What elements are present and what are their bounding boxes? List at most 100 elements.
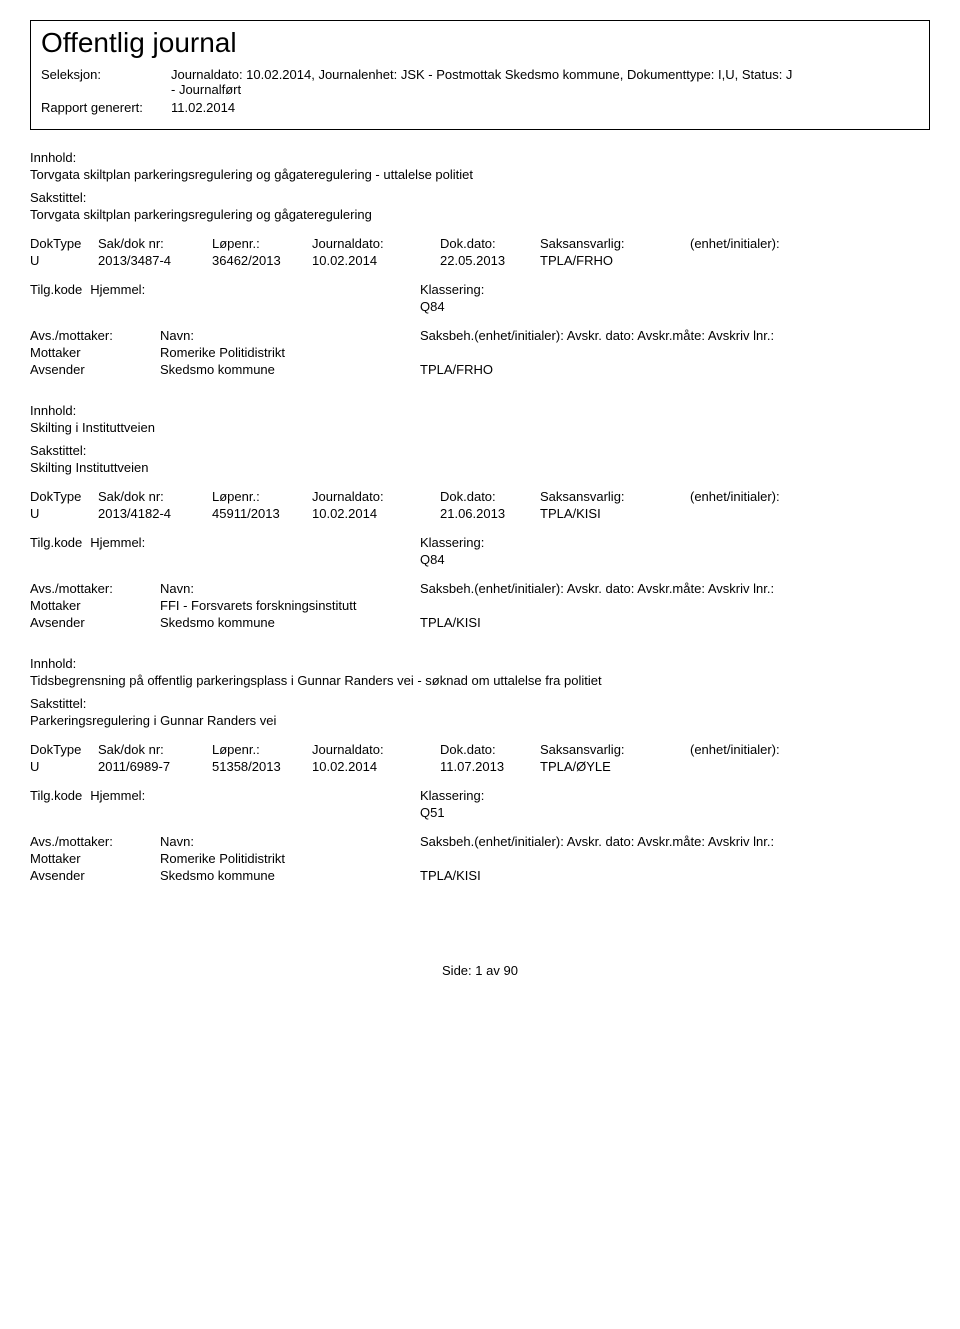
avsender-label: Avsender <box>30 615 160 630</box>
klassering-row: Q51 <box>30 805 930 820</box>
val-journaldato: 10.02.2014 <box>312 759 440 774</box>
parts-head: Avs./mottaker: Navn: Saksbeh.(enhet/init… <box>30 328 930 343</box>
hdr-navn: Navn: <box>160 834 420 849</box>
mottaker-extra <box>420 345 930 360</box>
page-total: 90 <box>504 963 518 978</box>
rapport-label: Rapport generert: <box>41 100 171 115</box>
hdr-journaldato: Journaldato: <box>312 489 440 504</box>
mottaker-name: Romerike Politidistrikt <box>160 851 420 866</box>
parts-block: Avs./mottaker: Navn: Saksbeh.(enhet/init… <box>30 328 930 377</box>
val-sakdoknr: 2013/3487-4 <box>98 253 212 268</box>
mottaker-name: Romerike Politidistrikt <box>160 345 420 360</box>
mottaker-label: Mottaker <box>30 598 160 613</box>
hjemmel-label: Hjemmel: <box>90 282 145 297</box>
hdr-enhet: (enhet/initialer): <box>690 489 930 504</box>
avsender-name: Skedsmo kommune <box>160 615 420 630</box>
val-sakdoknr: 2011/6989-7 <box>98 759 212 774</box>
hdr-saksansvarlig: Saksansvarlig: <box>540 236 690 251</box>
val-lopenr: 36462/2013 <box>212 253 312 268</box>
tilgkode-label: Tilg.kode <box>30 535 82 550</box>
parts-head: Avs./mottaker: Navn: Saksbeh.(enhet/init… <box>30 834 930 849</box>
dokrow-headers: DokType Sak/dok nr: Løpenr.: Journaldato… <box>30 236 930 251</box>
header-box: Offentlig journal Seleksjon: Journaldato… <box>30 20 930 130</box>
hjemmel-label: Hjemmel: <box>90 788 145 803</box>
hdr-saksbeh-avskr: Saksbeh.(enhet/initialer): Avskr. dato: … <box>420 581 930 596</box>
mottaker-line: Mottaker FFI - Forsvarets forskningsinst… <box>30 598 930 613</box>
page-footer: Side: 1 av 90 <box>30 963 930 978</box>
klassering-row: Q84 <box>30 552 930 567</box>
val-enhet <box>690 506 930 521</box>
hjemmel-row: Tilg.kode Hjemmel: Klassering: <box>30 788 930 803</box>
klassering-label: Klassering: <box>420 282 930 297</box>
hdr-navn: Navn: <box>160 581 420 596</box>
avsender-line: Avsender Skedsmo kommune TPLA/FRHO <box>30 362 930 377</box>
avsender-label: Avsender <box>30 868 160 883</box>
hdr-enhet: (enhet/initialer): <box>690 742 930 757</box>
dokrow-headers: DokType Sak/dok nr: Løpenr.: Journaldato… <box>30 489 930 504</box>
innhold-label: Innhold: <box>30 403 930 418</box>
seleksjon-value: Journaldato: 10.02.2014, Journalenhet: J… <box>171 67 919 82</box>
tilgkode-label: Tilg.kode <box>30 788 82 803</box>
hjemmel-row: Tilg.kode Hjemmel: Klassering: <box>30 282 930 297</box>
hdr-sakdoknr: Sak/dok nr: <box>98 489 212 504</box>
hdr-journaldato: Journaldato: <box>312 236 440 251</box>
avsender-name: Skedsmo kommune <box>160 868 420 883</box>
header-rapport-line: Rapport generert: 11.02.2014 <box>41 100 919 115</box>
avsender-line: Avsender Skedsmo kommune TPLA/KISI <box>30 868 930 883</box>
seleksjon-sub: - Journalført <box>171 82 919 97</box>
hdr-doktype: DokType <box>30 489 98 504</box>
val-saksansvarlig: TPLA/KISI <box>540 506 690 521</box>
val-doktype: U <box>30 253 98 268</box>
sakstittel-label: Sakstittel: <box>30 696 930 711</box>
seleksjon-label: Seleksjon: <box>41 67 171 82</box>
parts-head: Avs./mottaker: Navn: Saksbeh.(enhet/init… <box>30 581 930 596</box>
mottaker-line: Mottaker Romerike Politidistrikt <box>30 345 930 360</box>
hjemmel-label: Hjemmel: <box>90 535 145 550</box>
hdr-saksbeh-avskr: Saksbeh.(enhet/initialer): Avskr. dato: … <box>420 328 930 343</box>
klassering-value: Q84 <box>420 552 445 567</box>
hdr-enhet: (enhet/initialer): <box>690 236 930 251</box>
klassering-value: Q51 <box>420 805 445 820</box>
val-enhet <box>690 253 930 268</box>
avsender-label: Avsender <box>30 362 160 377</box>
header-seleksjon-line: Seleksjon: Journaldato: 10.02.2014, Jour… <box>41 67 919 82</box>
avsender-extra: TPLA/KISI <box>420 615 930 630</box>
hdr-saksansvarlig: Saksansvarlig: <box>540 742 690 757</box>
hdr-sakdoknr: Sak/dok nr: <box>98 742 212 757</box>
rapport-value: 11.02.2014 <box>171 100 919 115</box>
journal-record: Innhold: Tidsbegrensning på offentlig pa… <box>30 656 930 883</box>
hdr-avsmottaker: Avs./mottaker: <box>30 328 160 343</box>
page-title: Offentlig journal <box>41 27 919 59</box>
hdr-lopenr: Løpenr.: <box>212 236 312 251</box>
innhold-label: Innhold: <box>30 150 930 165</box>
hdr-avsmottaker: Avs./mottaker: <box>30 834 160 849</box>
hdr-journaldato: Journaldato: <box>312 742 440 757</box>
journal-record: Innhold: Torvgata skiltplan parkeringsre… <box>30 150 930 377</box>
val-doktype: U <box>30 506 98 521</box>
hdr-doktype: DokType <box>30 236 98 251</box>
hdr-sakdoknr: Sak/dok nr: <box>98 236 212 251</box>
mottaker-extra <box>420 851 930 866</box>
page-current: 1 <box>475 963 482 978</box>
val-saksansvarlig: TPLA/FRHO <box>540 253 690 268</box>
innhold-text: Torvgata skiltplan parkeringsregulering … <box>30 167 930 182</box>
klassering-label: Klassering: <box>420 788 930 803</box>
val-dokdato: 21.06.2013 <box>440 506 540 521</box>
dokrow-values: U 2013/3487-4 36462/2013 10.02.2014 22.0… <box>30 253 930 268</box>
innhold-label: Innhold: <box>30 656 930 671</box>
mottaker-extra <box>420 598 930 613</box>
innhold-text: Tidsbegrensning på offentlig parkeringsp… <box>30 673 930 688</box>
dokrow-values: U 2013/4182-4 45911/2013 10.02.2014 21.0… <box>30 506 930 521</box>
val-dokdato: 22.05.2013 <box>440 253 540 268</box>
sakstittel-text: Parkeringsregulering i Gunnar Randers ve… <box>30 713 930 728</box>
hdr-lopenr: Løpenr.: <box>212 489 312 504</box>
val-journaldato: 10.02.2014 <box>312 253 440 268</box>
hdr-dokdato: Dok.dato: <box>440 489 540 504</box>
val-sakdoknr: 2013/4182-4 <box>98 506 212 521</box>
klassering-value: Q84 <box>420 299 445 314</box>
hdr-dokdato: Dok.dato: <box>440 236 540 251</box>
mottaker-label: Mottaker <box>30 851 160 866</box>
avsender-name: Skedsmo kommune <box>160 362 420 377</box>
hdr-lopenr: Løpenr.: <box>212 742 312 757</box>
val-journaldato: 10.02.2014 <box>312 506 440 521</box>
